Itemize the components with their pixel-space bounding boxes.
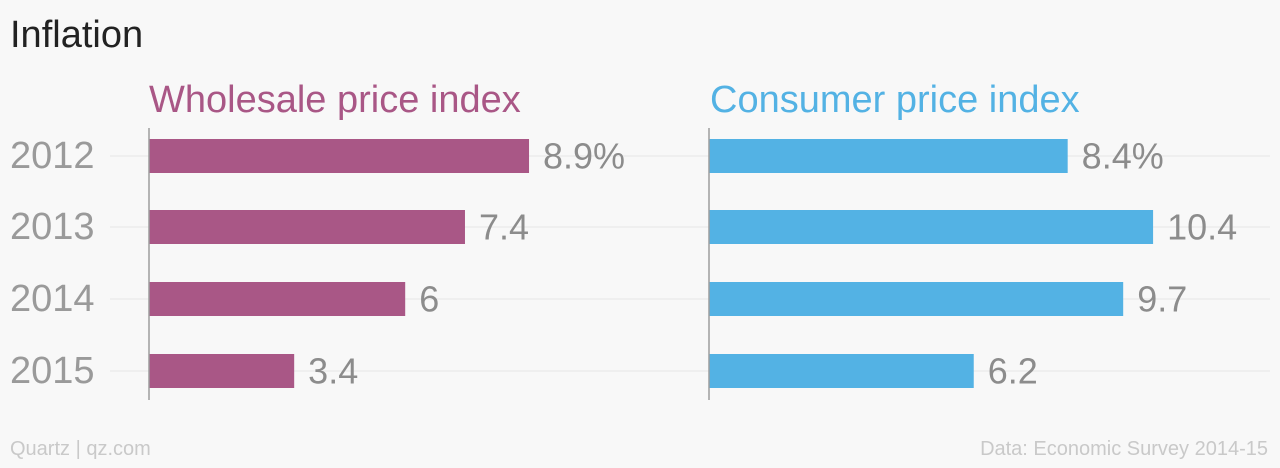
value-label-series1-2014: 6 bbox=[419, 279, 439, 320]
value-label-series1-2013: 7.4 bbox=[479, 207, 529, 248]
value-label-series2-2012: 8.4% bbox=[1082, 136, 1164, 177]
series-header-1: Wholesale price index bbox=[149, 79, 521, 121]
value-label-series2-2013: 10.4 bbox=[1167, 207, 1237, 248]
footer-credit: Quartz | qz.com bbox=[10, 438, 151, 460]
bar-series1-2015 bbox=[149, 354, 295, 388]
bar-series1-2013 bbox=[149, 210, 465, 244]
category-label-2012: 2012 bbox=[10, 135, 95, 177]
value-label-series1-2012: 8.9% bbox=[543, 136, 625, 177]
bar-series1-2014 bbox=[149, 282, 406, 316]
bar-series1-2012 bbox=[149, 139, 530, 173]
value-label-series1-2015: 3.4 bbox=[308, 351, 358, 392]
value-label-series2-2015: 6.2 bbox=[988, 351, 1038, 392]
footer-data-source: Data: Economic Survey 2014-15 bbox=[980, 438, 1268, 460]
chart-title: Inflation bbox=[10, 14, 144, 56]
category-label-2015: 2015 bbox=[10, 350, 95, 392]
bar-series2-2014 bbox=[709, 282, 1124, 316]
bar-series2-2015 bbox=[709, 354, 974, 388]
bar-series2-2012 bbox=[709, 139, 1068, 173]
category-label-2014: 2014 bbox=[10, 278, 95, 320]
bar-series2-2013 bbox=[709, 210, 1154, 244]
series-header-2: Consumer price index bbox=[710, 79, 1080, 121]
category-label-2013: 2013 bbox=[10, 206, 95, 248]
value-label-series2-2014: 9.7 bbox=[1137, 279, 1187, 320]
